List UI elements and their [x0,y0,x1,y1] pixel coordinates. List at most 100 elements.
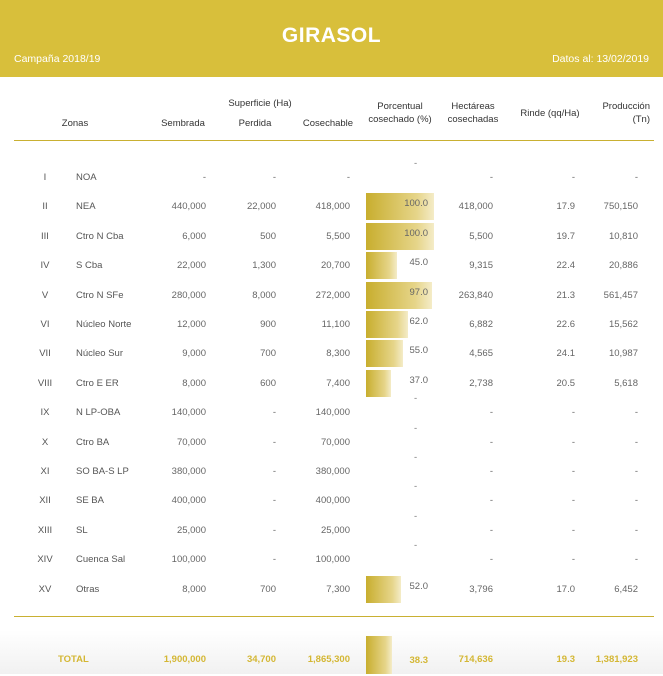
col-header-lost: Perdida [238,118,272,129]
pct-value: 97.0 [409,286,429,298]
date-label: Datos al: 13/02/2019 [552,53,649,65]
hectares-value: - [489,407,493,419]
lost-value: 900 [260,319,276,330]
harvestable-value: 7,300 [326,583,350,595]
production-value: 5,618 [614,377,638,389]
table-row: IX N LP-OBA 140,000 - 140,000 - - - - [0,393,663,427]
lost-value: - [272,466,276,477]
total-pct-bar [366,636,393,674]
pct-cell: 55.0 [366,340,434,368]
zone-name: Otras [76,583,100,595]
yield-value: - [571,495,575,507]
table-row: X Ctro BA 70,000 - 70,000 - - - - [0,423,663,457]
pct-value: - [414,452,418,463]
sown-value: 380,000 [171,466,206,477]
pct-bar [366,193,434,221]
zone-number: XV [38,583,52,595]
harvestable-value: 25,000 [320,524,350,536]
harvestable-value: 5,500 [326,230,350,242]
zone-name: Ctro N Cba [76,230,124,242]
yield-value: 20.5 [556,377,576,389]
pct-cell: 37.0 [366,369,434,397]
yield-value: - [571,172,575,183]
table-row: XV Otras 8,000 700 7,300 52.0 3,796 17.0 6,452 [0,575,663,604]
zone-number: IX [40,407,50,419]
pct-cell: 62.0 [366,311,434,338]
hectares-value: 9,315 [469,260,493,272]
table-row: XIV Cuenca Sal 100,000 - 100,000 - - - - [0,540,663,574]
pct-bar [366,340,404,368]
zone-name: Núcleo Norte [76,319,132,330]
hectares-value: - [489,554,493,566]
pct-cell: 52.0 [366,575,434,603]
table-row: XI SO BA-S LP 380,000 - 380,000 - - - - [0,452,663,486]
sown-value: 8,000 [182,377,206,389]
yield-value: 17.0 [556,583,576,595]
lost-value: - [272,495,276,507]
total-rule [14,616,654,617]
sown-value: 8,000 [182,583,206,595]
production-value: - [634,524,638,536]
pct-cell: 45.0 [366,252,434,280]
zone-name: N LP-OBA [76,407,121,419]
lost-value: 1,300 [252,260,276,272]
yield-value: - [571,554,575,566]
pct-cell: - [366,540,434,573]
col-header-hect-line1: Hectáreas [451,101,495,112]
hectares-value: 418,000 [458,201,493,213]
harvestable-value: 20,700 [320,260,350,272]
hectares-value: - [489,172,493,183]
pct-cell: 97.0 [366,281,434,309]
production-value: 10,810 [608,230,638,242]
table-row: III Ctro N Cba 6,000 500 5,500 100.0 5,500 19.7… [0,222,663,251]
pct-value: - [414,540,418,552]
pct-cell: - [366,481,434,514]
sown-value: 440,000 [171,201,206,213]
yield-value: 24.1 [556,348,576,360]
campaign-label: Campaña 2018/19 [14,53,101,65]
table-row: VI Núcleo Norte 12,000 900 11,100 62.0 6,882 22… [0,310,663,339]
pct-value: - [414,481,418,493]
zone-name: Ctro E ER [76,377,119,389]
harvestable-value: 8,300 [326,348,350,360]
pct-cell: - [366,393,434,426]
zone-number: VII [39,348,51,360]
total-sown: 1,900,000 [163,654,206,665]
table-row: XIII SL 25,000 - 25,000 - - - - [0,511,663,545]
total-hectares: 714,636 [458,654,493,665]
production-value: 750,150 [603,201,638,213]
zone-name: NEA [76,201,96,213]
pct-value: 52.0 [409,580,429,592]
lost-value: 22,000 [246,201,276,213]
zone-number: I [43,172,47,183]
total-label: TOTAL [58,654,89,665]
lost-value: 8,000 [252,289,276,301]
zone-number: II [42,201,48,213]
total-yield: 19.3 [556,654,576,665]
zone-name: SE BA [76,495,104,507]
pct-value: 45.0 [409,257,429,269]
total-pct-value: 38.3 [409,655,429,666]
zone-name: Núcleo Sur [76,348,123,360]
yield-value: - [571,466,575,477]
zone-number: VI [40,319,50,330]
zone-name: Cuenca Sal [76,554,126,566]
col-header-yield: Rinde (qq/Ha) [520,108,580,119]
pct-bar [366,252,397,280]
harvestable-value: 400,000 [315,495,350,507]
total-production: 1,381,923 [595,654,638,665]
lost-value: 600 [260,377,276,389]
hectares-value: 6,882 [469,319,493,330]
sown-value: 25,000 [176,524,206,536]
zone-name: Ctro N SFe [76,289,124,301]
production-value: 20,886 [608,260,638,272]
pct-cell: - [366,423,434,456]
zone-name: NOA [76,172,97,183]
harvestable-value: 70,000 [320,436,350,448]
col-header-hect-line2: cosechadas [447,114,499,125]
production-value: - [634,172,638,183]
yield-value: 19.7 [556,230,576,242]
hectares-value: 2,738 [469,377,493,389]
hectares-value: - [489,524,493,536]
harvestable-value: 380,000 [315,466,350,477]
